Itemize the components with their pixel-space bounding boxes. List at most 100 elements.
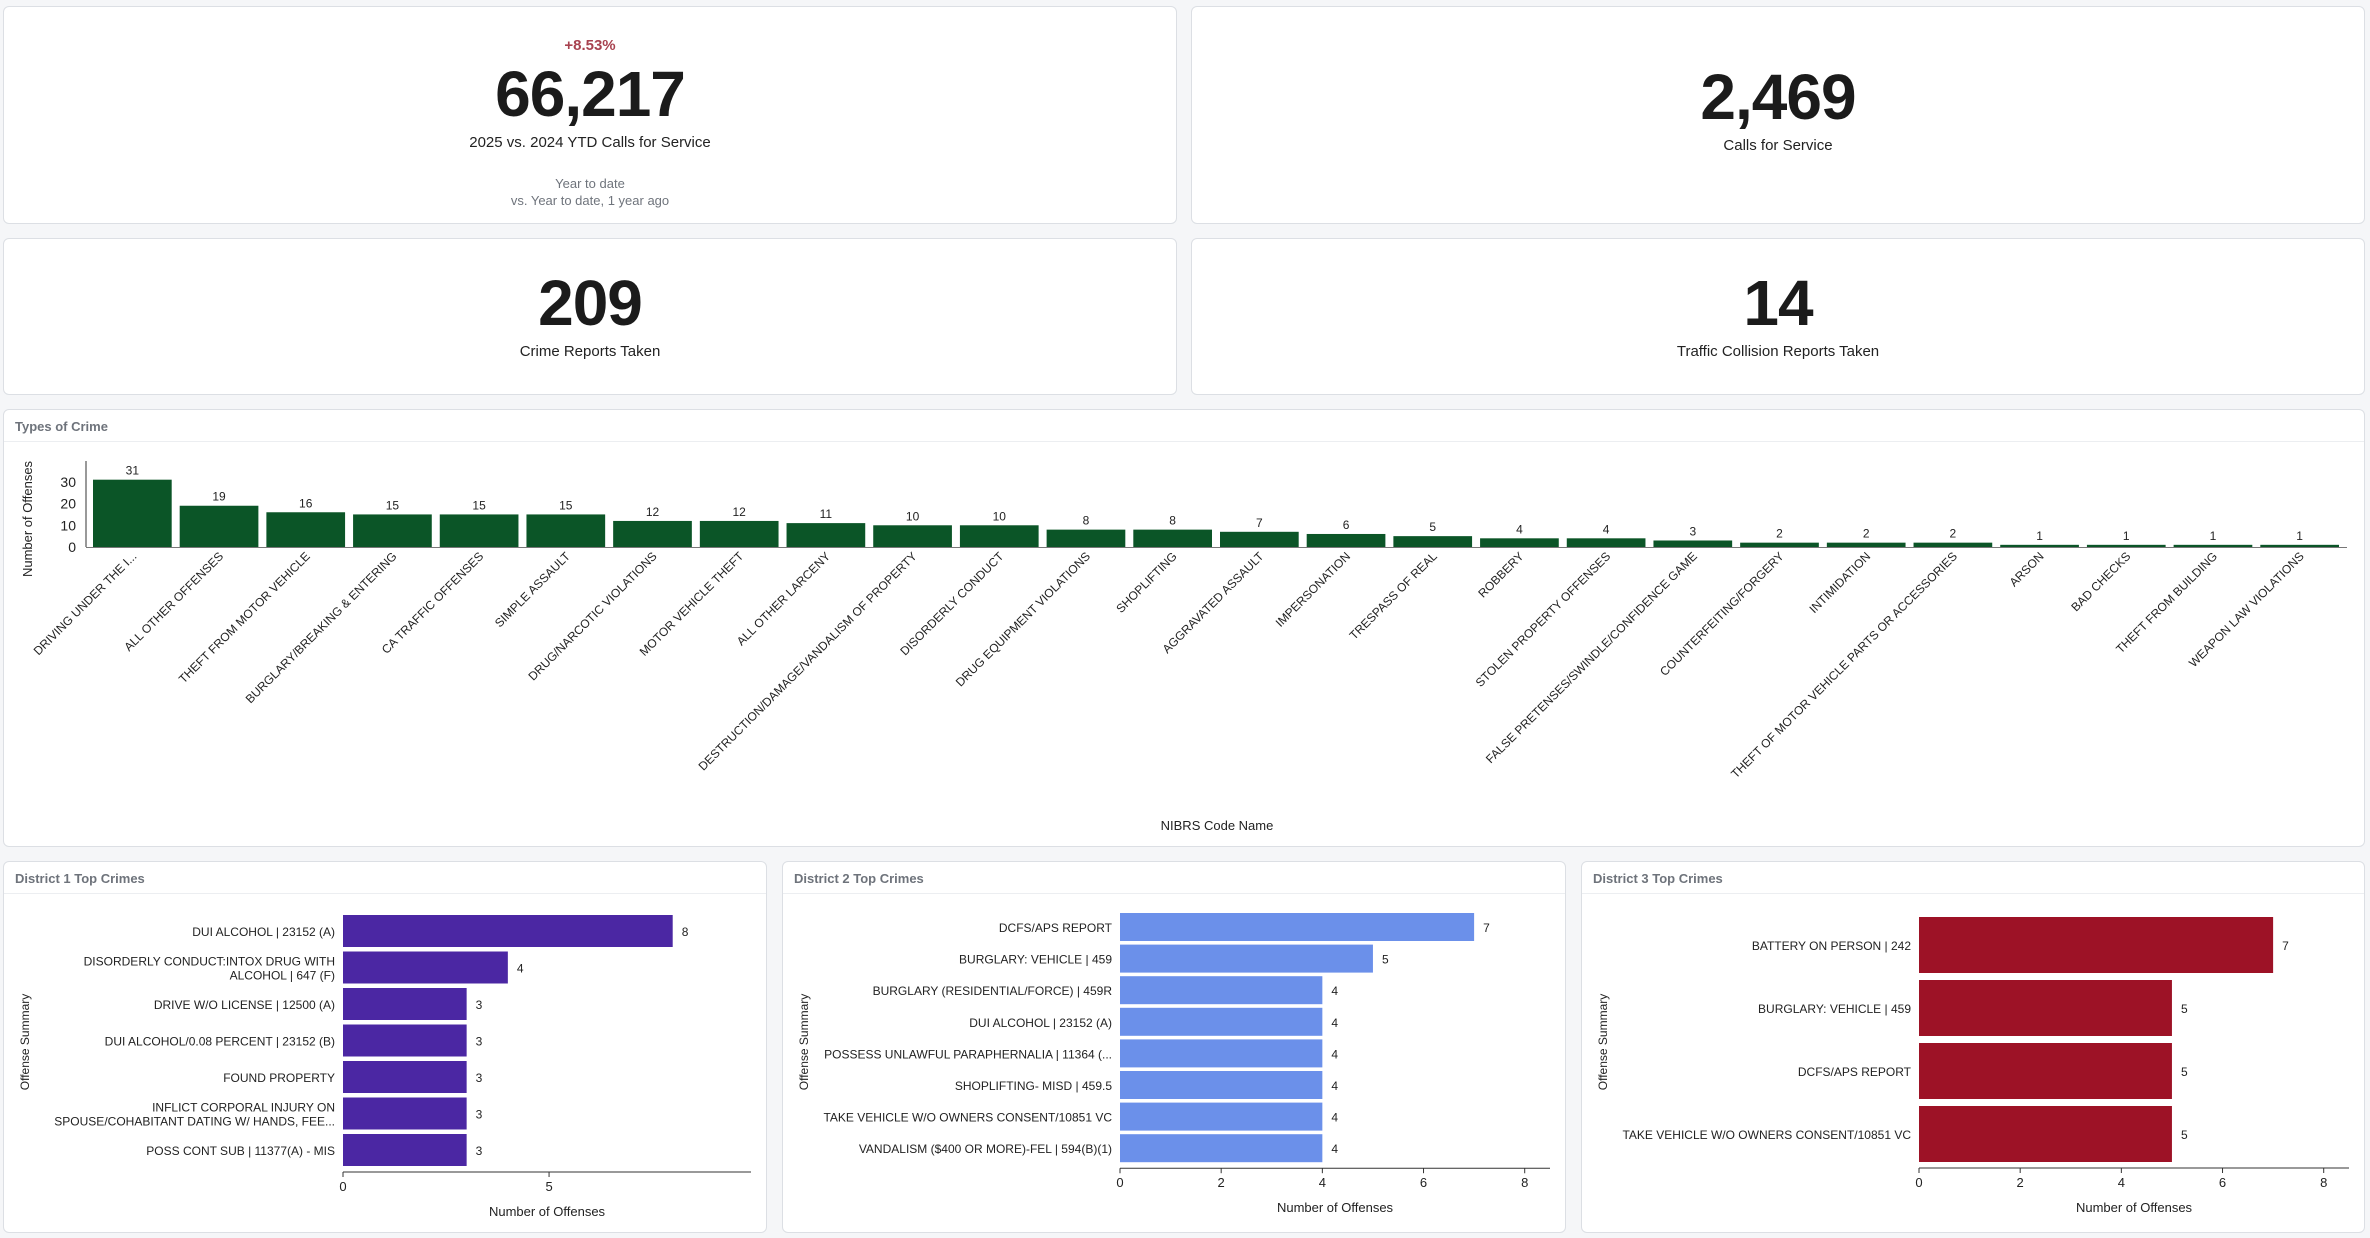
- category-label: TRESPASS OF REAL: [1347, 549, 1440, 642]
- bar-value-label: 7: [1483, 921, 1490, 935]
- bar-value-label: 19: [212, 490, 226, 504]
- category-label: AGGRAVATED ASSAULT: [1160, 549, 1267, 656]
- category-label: BURGLARY (RESIDENTIAL/FORCE) | 459R: [873, 984, 1113, 998]
- bar-value-label: 15: [472, 498, 486, 512]
- bar-value-label: 8: [1083, 514, 1090, 528]
- bar: [1919, 1106, 2172, 1162]
- category-label: ARSON: [2007, 549, 2047, 589]
- bar-value-label: 4: [1331, 984, 1338, 998]
- bar: [1740, 542, 1819, 547]
- title-divider: [4, 441, 2364, 442]
- category-label: POSS CONT SUB | 11377(A) - MIS: [146, 1144, 335, 1158]
- bar: [1653, 540, 1733, 547]
- bar-value-label: 8: [682, 925, 689, 939]
- bar: [1393, 536, 1473, 547]
- kpi-label: Crime Reports Taken: [519, 343, 661, 360]
- kpi-change: +8.53%: [564, 37, 616, 54]
- bar-value-label: 5: [2181, 1002, 2188, 1016]
- bar: [959, 525, 1039, 547]
- kpi-card-crime-reports: 209 Crime Reports Taken: [3, 238, 1177, 395]
- chart-title: Types of Crime: [15, 419, 108, 434]
- x-tick-label: 5: [545, 1179, 552, 1194]
- category-label: SIMPLE ASSAULT: [492, 549, 573, 630]
- bar: [1120, 1039, 1323, 1068]
- bar-value-label: 31: [126, 464, 140, 478]
- bar-value-label: 4: [1603, 522, 1610, 536]
- category-label: SPOUSE/COHABITANT DATING W/ HANDS, FEE..…: [54, 1115, 335, 1129]
- district-3-card: District 3 Top Crimes 7 BATTERY ON PERSON…: [1581, 861, 2365, 1233]
- x-axis-title: Number of Offenses: [489, 1204, 606, 1219]
- y-tick-label: 0: [68, 539, 76, 555]
- bar-value-label: 2: [1950, 527, 1957, 541]
- x-tick-label: 6: [1420, 1175, 1427, 1190]
- category-label: DUI ALCOHOL | 23152 (A): [192, 925, 335, 939]
- bar-value-label: 3: [476, 1035, 483, 1049]
- bar: [1919, 1043, 2172, 1099]
- bar-value-label: 4: [1331, 1047, 1338, 1061]
- bar-value-label: 7: [2282, 939, 2289, 953]
- category-label: DRIVE W/O LICENSE | 12500 (A): [154, 998, 335, 1012]
- category-label: SHOPLIFTING: [1113, 549, 1179, 615]
- bar-value-label: 12: [733, 505, 747, 519]
- category-label: FOUND PROPERTY: [223, 1071, 335, 1085]
- bar: [2173, 544, 2253, 547]
- bar-value-label: 3: [476, 1144, 483, 1158]
- bar-value-label: 5: [1382, 953, 1389, 967]
- district-1-card: District 1 Top Crimes 8 DUI ALCOHOL | 231…: [3, 861, 767, 1233]
- category-label: TAKE VEHICLE W/O OWNERS CONSENT/10851 VC: [823, 1111, 1112, 1125]
- category-label: ALCOHOL | 647 (F): [230, 969, 335, 983]
- category-label: VANDALISM ($400 OR MORE)-FEL | 594(B)(1): [859, 1142, 1112, 1156]
- bar: [2260, 544, 2339, 547]
- kpi-label: 2025 vs. 2024 YTD Calls for Service: [469, 134, 711, 151]
- kpi-value: 66,217: [495, 58, 686, 130]
- district-3-chart: 7 BATTERY ON PERSON | 242 5 BURGLARY: VEHIC…: [1596, 917, 2349, 1215]
- bar: [1120, 913, 1475, 941]
- bar: [1120, 1071, 1323, 1099]
- kpi-value: 2,469: [1700, 61, 1856, 133]
- bar: [873, 525, 952, 547]
- x-tick-label: 2: [1218, 1175, 1225, 1190]
- bar-value-label: 4: [1331, 1111, 1338, 1125]
- bar: [93, 479, 172, 547]
- bar: [2000, 544, 2079, 547]
- bar: [1480, 538, 1559, 547]
- y-tick-label: 20: [60, 496, 76, 512]
- y-axis-title: Offense Summary: [1596, 994, 1610, 1090]
- category-label: ROBBERY: [1475, 549, 1526, 600]
- bar: [439, 514, 519, 547]
- bar: [179, 505, 259, 547]
- bar: [1826, 542, 1906, 547]
- bar: [613, 520, 692, 547]
- bar-value-label: 15: [386, 498, 400, 512]
- bar-value-label: 4: [1331, 1142, 1338, 1156]
- x-tick-label: 2: [2017, 1175, 2024, 1190]
- bar: [526, 514, 606, 547]
- category-label: ALL OTHER OFFENSES: [121, 549, 226, 654]
- category-label: DUI ALCOHOL | 23152 (A): [969, 1016, 1112, 1030]
- category-label: STOLEN PROPERTY OFFENSES: [1473, 549, 1614, 690]
- kpi-card-traffic-collision-reports: 14 Traffic Collision Reports Taken: [1191, 238, 2365, 395]
- kpi-period: Year to date: [555, 176, 625, 191]
- district-2-card: District 2 Top Crimes 7 DCFS/APS REPORT 5 B…: [782, 861, 1566, 1233]
- bar-value-label: 4: [1331, 1016, 1338, 1030]
- title-divider: [783, 893, 1565, 894]
- bar: [1566, 538, 1646, 547]
- bar-value-label: 3: [476, 1108, 483, 1122]
- kpi-label: Calls for Service: [1723, 137, 1833, 154]
- kpi-label: Traffic Collision Reports Taken: [1676, 343, 1880, 360]
- bar: [343, 951, 508, 984]
- bar-value-label: 7: [1256, 516, 1263, 530]
- bar: [1220, 531, 1299, 547]
- x-tick-label: 0: [1116, 1175, 1123, 1190]
- category-label: ALL OTHER LARCENY: [734, 549, 833, 648]
- bar-value-label: 1: [2123, 529, 2130, 543]
- bar-value-label: 4: [1331, 1079, 1338, 1093]
- x-tick-label: 6: [2219, 1175, 2226, 1190]
- y-tick-label: 30: [60, 474, 76, 490]
- x-tick-label: 8: [2320, 1175, 2327, 1190]
- category-label: SHOPLIFTING- MISD | 459.5: [955, 1079, 1112, 1093]
- category-label: BURGLARY/BREAKING & ENTERING: [243, 549, 400, 706]
- kpi-card-calls-for-service: 2,469 Calls for Service: [1191, 6, 2365, 224]
- bar-value-label: 10: [906, 509, 920, 523]
